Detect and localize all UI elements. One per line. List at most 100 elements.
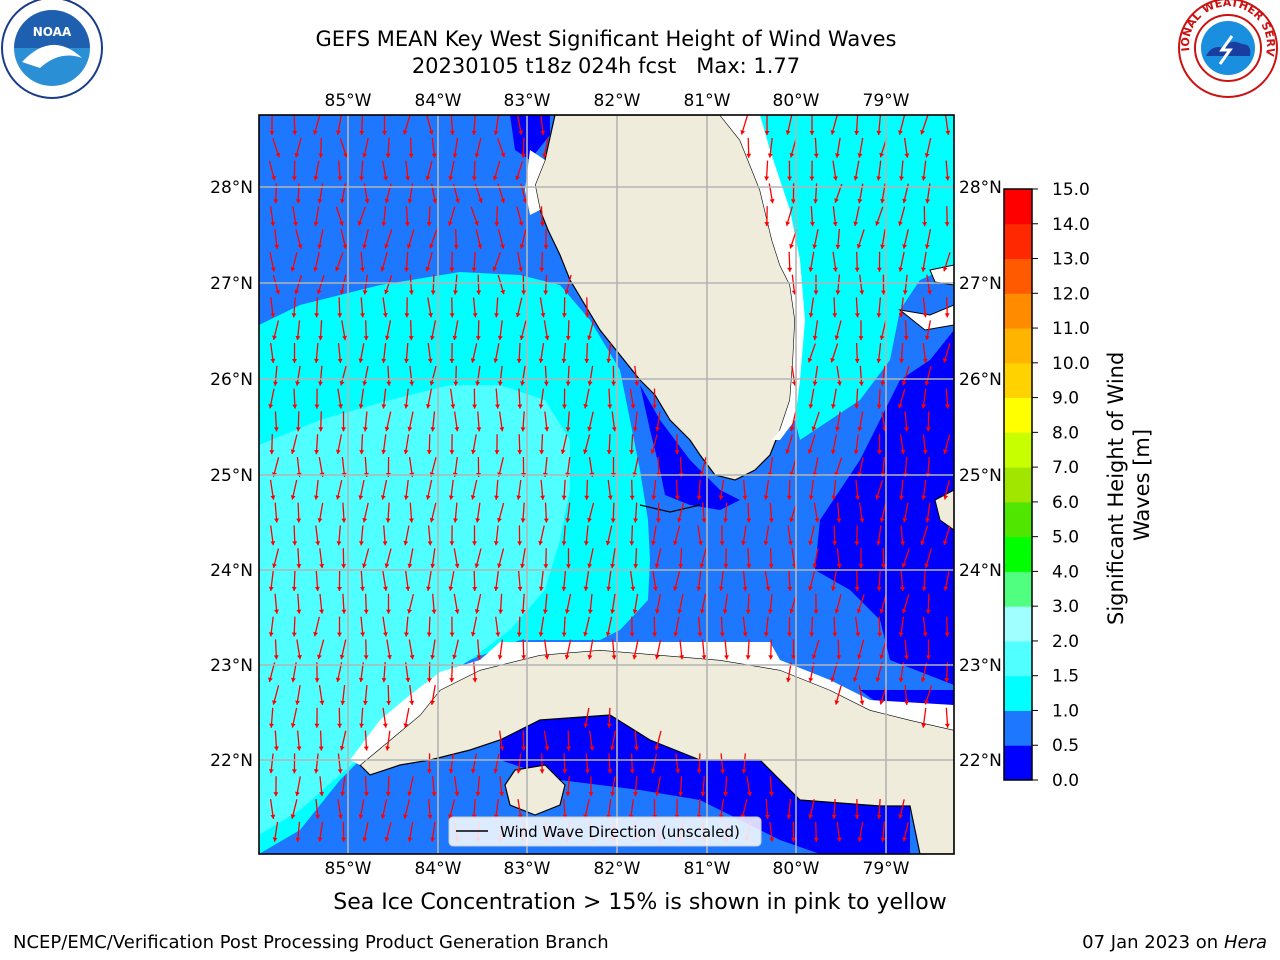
wind-wave-arrowhead [475,381,481,386]
wind-wave-arrowhead [740,130,746,135]
wind-wave-arrowhead [876,267,882,272]
wind-wave-arrowhead [294,289,300,295]
colorbar-segment [1004,675,1032,711]
wind-wave-arrowhead [652,586,658,591]
wind-wave-arrowhead [315,814,321,819]
wind-wave-arrowhead [294,152,300,158]
lon-ticks-bottom: 85°W 84°W 83°W 82°W 81°W 80°W 79°W [325,859,910,879]
wind-wave-arrowhead [742,632,748,637]
wind-wave-arrowhead [339,289,345,295]
colorbar-segment [1004,293,1032,329]
wind-wave-arrowhead [852,677,858,682]
wind-wave-arrowhead [746,791,752,797]
colorbar-segment [1004,536,1032,572]
wind-wave-arrowhead [297,244,303,249]
wind-wave-arrowhead [809,131,815,135]
wind-wave-arrowhead [539,450,545,455]
wind-wave-arrowhead [342,335,347,341]
wind-wave-arrowhead [583,631,588,637]
wind-wave-arrowhead [382,131,387,135]
wind-wave-arrowhead [900,541,905,546]
wind-wave-arrowhead [811,426,817,431]
wind-wave-arrowhead [471,449,476,455]
wind-wave-arrowhead [673,586,678,591]
wind-wave-arrowhead [899,176,904,181]
wind-wave-arrowhead [677,609,683,614]
wind-wave-arrowhead [426,678,432,683]
noaa-logo: NOAA [1,0,103,99]
wind-wave-arrowhead [787,586,793,591]
wind-wave-arrowhead [452,153,458,158]
wind-wave-arrowhead [520,609,526,614]
lat-tick-label: 28°N [959,178,1002,198]
wind-wave-arrowhead [295,199,301,204]
wind-wave-arrowhead [520,427,526,432]
wind-wave-arrowhead [318,381,323,386]
wind-wave-arrowhead [342,244,348,249]
wind-wave-arrowhead [745,655,751,660]
colorbar-segment [1004,397,1032,433]
wind-wave-arrowhead [654,654,660,660]
wind-wave-arrowhead [362,563,367,568]
lon-tick-label: 80°W [773,859,820,879]
wind-wave-arrowhead [898,814,904,819]
wind-wave-arrowhead [269,723,274,728]
wind-wave-arrowhead [922,449,928,455]
wind-wave-arrowhead [500,152,506,158]
wind-wave-arrowhead [386,609,391,614]
wind-wave-arrowhead [836,381,842,386]
datestamp-date: 07 Jan 2023 on [1082,932,1224,953]
wind-wave-arrowhead [337,358,343,363]
colorbar-tick-label: 0.0 [1052,771,1079,791]
wind-wave-arrowhead [898,130,903,135]
wind-wave-arrowhead [611,427,617,432]
colorbar-tick-label: 9.0 [1052,389,1079,409]
wind-wave-arrowhead [270,814,276,819]
wind-wave-arrowhead [338,404,343,409]
wind-wave-arrowhead [425,404,431,409]
wind-wave-arrowhead [808,313,814,318]
wind-wave-arrowhead [791,837,796,842]
wind-wave-arrowhead [319,791,325,797]
wind-wave-arrowhead [454,427,460,432]
wind-wave-arrowhead [296,746,302,751]
wind-wave-arrowhead [858,564,864,569]
wind-wave-arrowhead [272,700,277,705]
wind-wave-arrowhead [945,404,950,409]
wind-wave-arrowhead [606,358,612,363]
wind-wave-arrowhead [477,244,483,249]
wind-wave-arrowhead [654,745,660,751]
wind-wave-arrowhead [611,655,617,660]
wind-wave-arrowhead [877,450,882,455]
wind-wave-arrowhead [902,290,908,295]
wind-wave-arrowhead [315,541,321,546]
wind-wave-arrowhead [584,358,590,363]
wind-wave-arrowhead [407,837,413,842]
wind-wave-arrowhead [517,450,523,455]
wind-wave-arrowhead [314,450,320,455]
wind-wave-arrowhead [359,176,365,181]
colorbar-ticks: 15.0 14.0 13.0 12.0 11.0 10.0 9.0 8.0 7.0 6.0 5.0 4… [1032,180,1090,791]
wind-wave-arrowhead [449,541,455,546]
wind-wave-arrowhead [275,289,280,295]
colorbar-segment [1004,606,1032,642]
wind-wave-arrowhead [858,381,864,386]
colorbar-tick-label: 8.0 [1052,423,1079,443]
wind-wave-arrowhead [470,632,476,637]
wind-wave-arrowhead [808,814,814,819]
wind-wave-arrowhead [900,449,906,455]
wind-wave-arrowhead [584,495,590,500]
wind-wave-arrowhead [341,518,347,523]
wind-wave-arrowhead [831,586,836,591]
wind-wave-arrowhead [313,130,318,135]
wind-wave-arrowhead [295,335,301,341]
wind-wave-arrowhead [268,586,274,591]
wind-wave-arrowhead [809,632,815,637]
wind-wave-arrowhead [317,837,323,842]
wind-wave-arrowhead [724,655,729,660]
wind-wave-arrowhead [921,723,927,728]
wind-wave-arrowhead [879,654,885,659]
wind-wave-arrowhead [383,176,388,181]
wind-wave-arrowhead [564,609,570,614]
wind-wave-arrowhead [273,381,278,386]
